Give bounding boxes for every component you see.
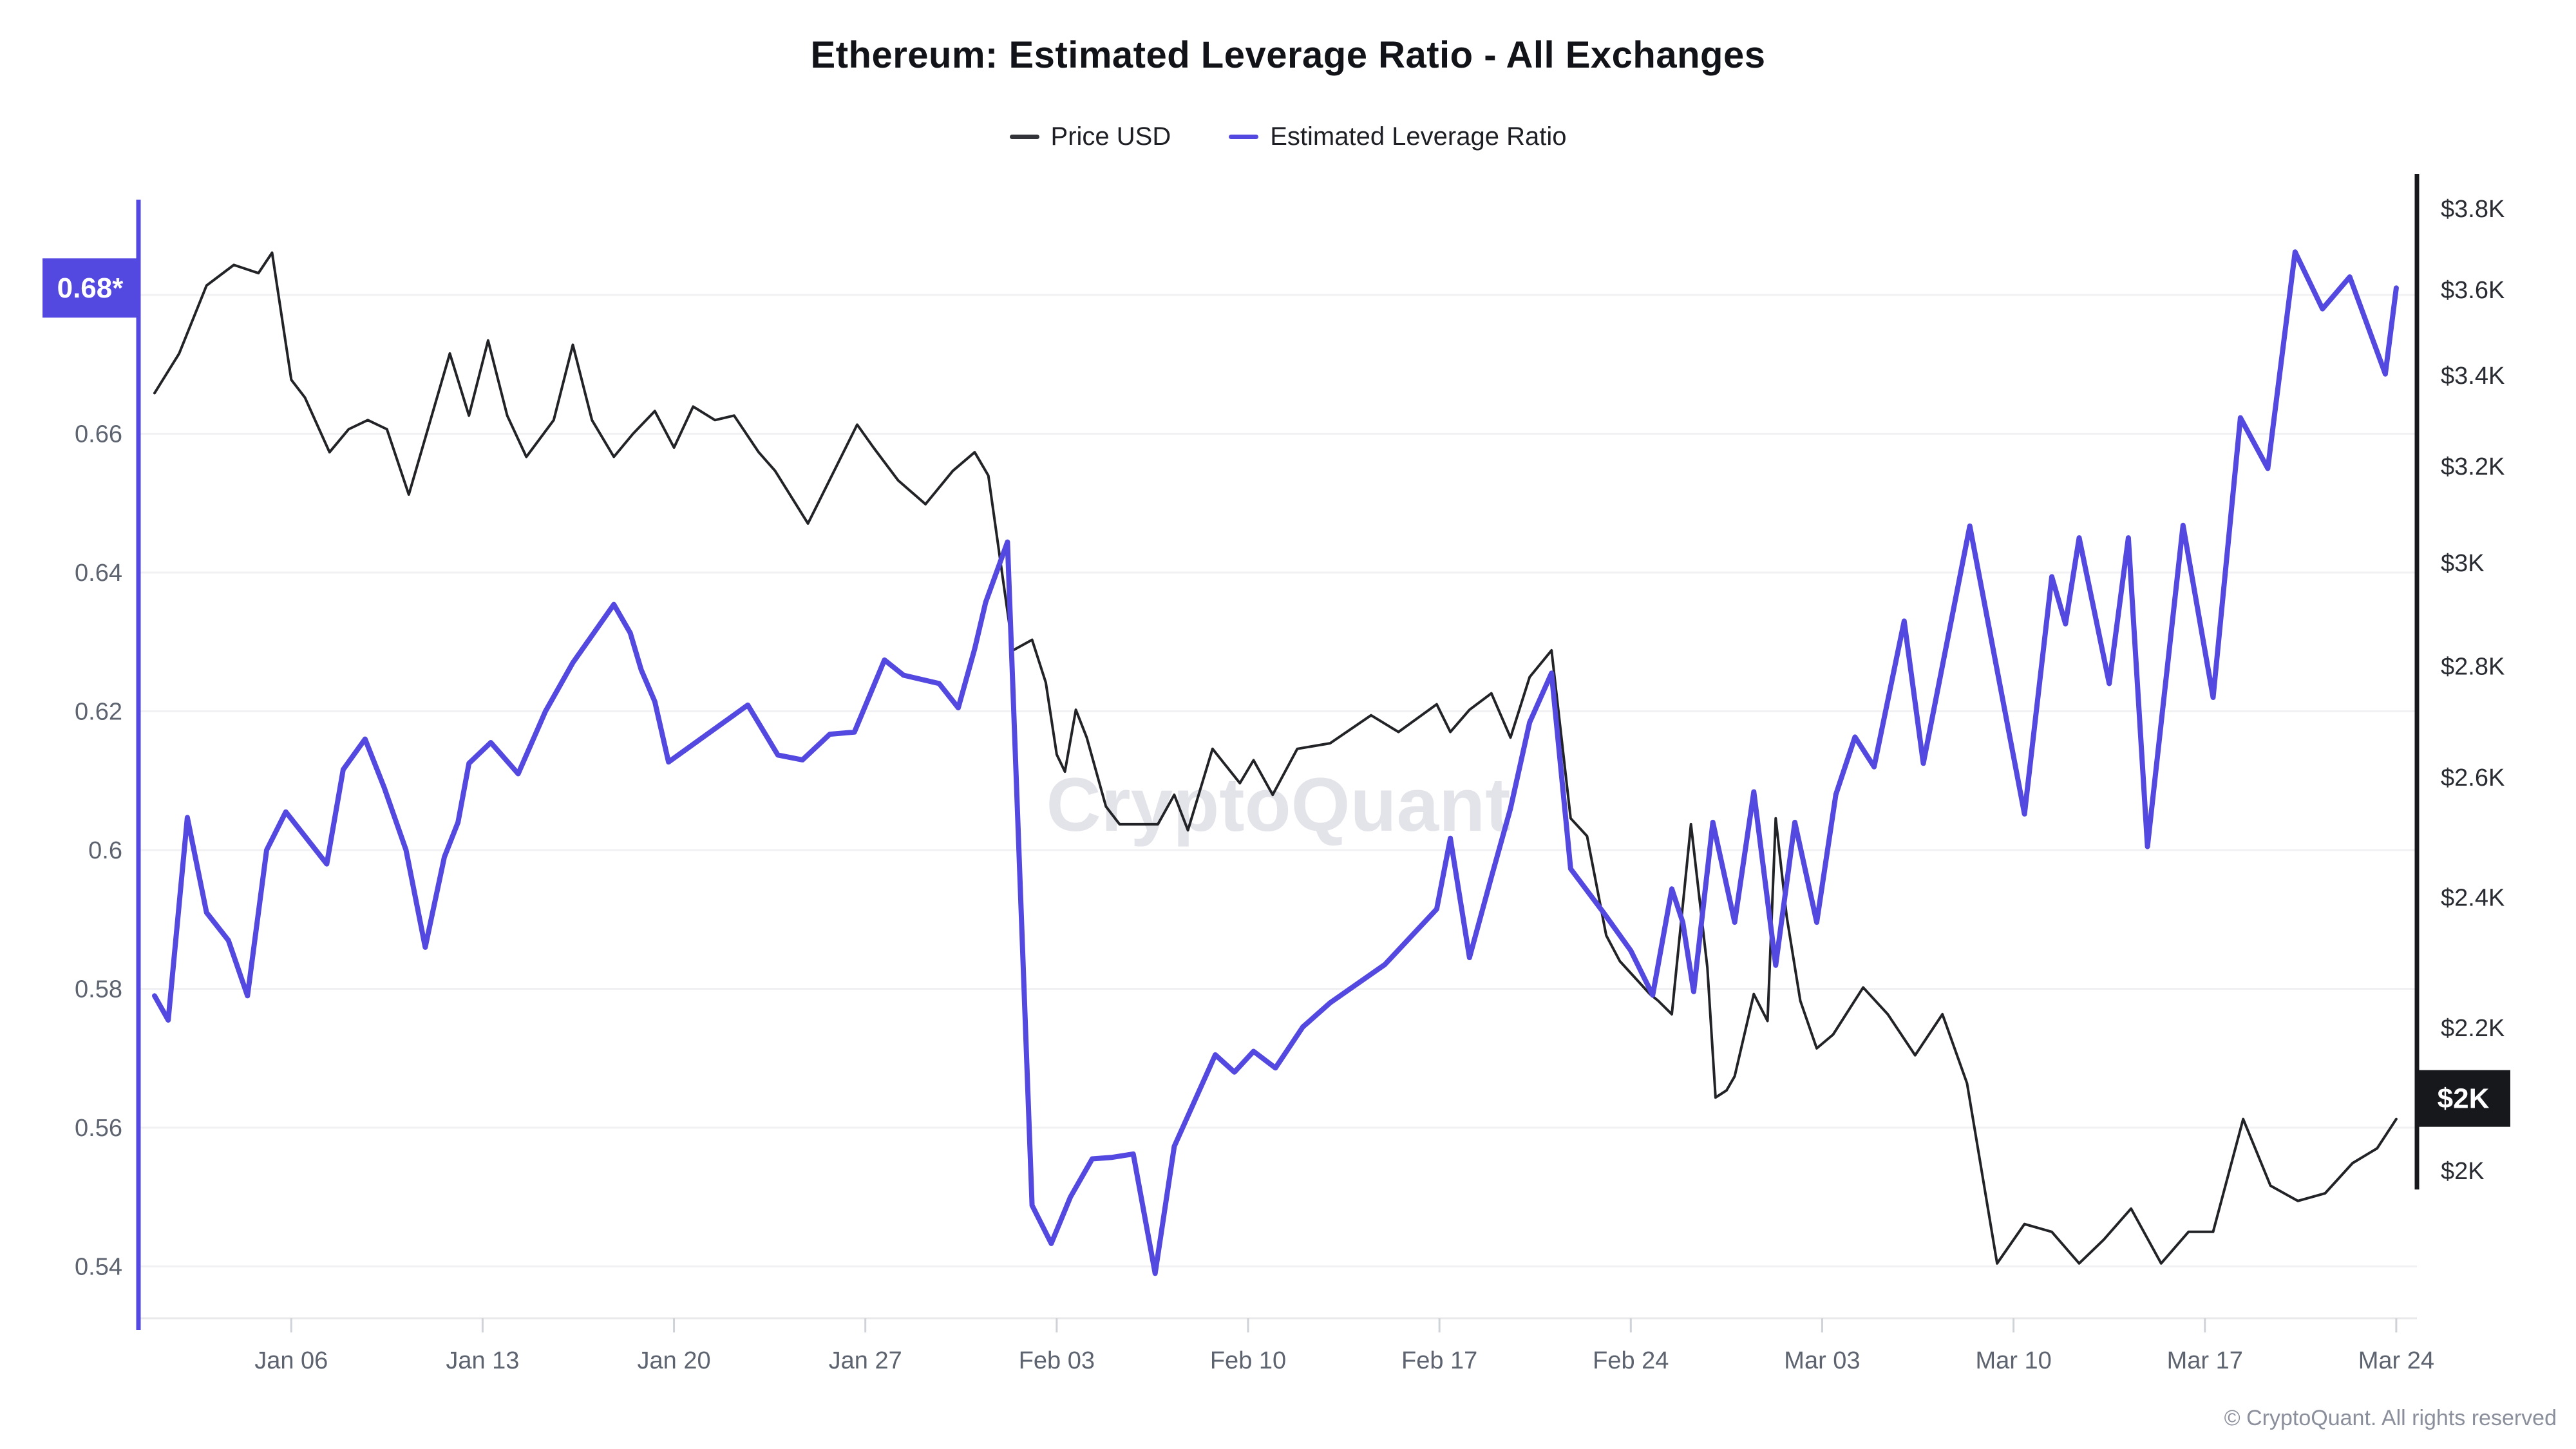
right-axis-tick-label: $3.8K xyxy=(2441,196,2505,223)
leverage-line-swatch-icon xyxy=(1229,135,1259,139)
right-axis-tick-label: $3.2K xyxy=(2441,453,2505,480)
left-axis-tick-label: 0.54 xyxy=(75,1254,122,1281)
legend-label-price: Price USD xyxy=(1050,122,1171,151)
x-axis-tick-label: Feb 17 xyxy=(1401,1347,1477,1374)
right-axis-tick-label: $2.8K xyxy=(2441,654,2505,681)
x-axis-tick-label: Jan 20 xyxy=(638,1347,711,1374)
x-axis-tick-label: Mar 17 xyxy=(2167,1347,2243,1374)
watermark-text: CryptoQuant xyxy=(1046,762,1510,848)
price-badge-text: $2K xyxy=(2438,1083,2490,1115)
leverage-line-series xyxy=(152,249,2399,1276)
x-axis-tick-label: Mar 24 xyxy=(2358,1347,2434,1374)
left-axis-tick-label: 0.56 xyxy=(75,1115,122,1142)
price-value-badge xyxy=(2417,1070,2510,1127)
right-axis-tick-label: $2.6K xyxy=(2441,764,2505,791)
right-axis-tick-label: $3.6K xyxy=(2441,277,2505,304)
x-axis-tick-label: Jan 13 xyxy=(446,1347,519,1374)
left-axis-tick-label: 0.66 xyxy=(75,421,122,448)
leverage-value-badge xyxy=(43,258,138,318)
leverage-badge-text: 0.68* xyxy=(57,272,124,304)
price-line-series xyxy=(153,251,2398,1265)
right-axis-tick-label: $2K xyxy=(2441,1158,2485,1185)
x-axis-tick-label: Feb 03 xyxy=(1019,1347,1095,1374)
chart-title: Ethereum: Estimated Leverage Ratio - All… xyxy=(810,34,1766,76)
right-axis-tick-label: $2.2K xyxy=(2441,1015,2505,1042)
price-line-swatch-icon xyxy=(1009,135,1039,139)
right-axis-tick-label: $3K xyxy=(2441,550,2485,577)
legend-item-leverage[interactable]: Estimated Leverage Ratio xyxy=(1229,122,1566,151)
left-axis-tick-label: 0.58 xyxy=(75,976,122,1003)
x-axis-tick-label: Mar 03 xyxy=(1784,1347,1860,1374)
x-axis-tick-label: Jan 27 xyxy=(829,1347,902,1374)
legend-label-leverage: Estimated Leverage Ratio xyxy=(1270,122,1567,151)
right-axis-tick-label: $3.4K xyxy=(2441,363,2505,390)
legend-item-price[interactable]: Price USD xyxy=(1009,122,1171,151)
x-axis-tick-label: Jan 06 xyxy=(254,1347,328,1374)
right-axis-tick-label: $2.4K xyxy=(2441,884,2505,911)
left-axis-tick-label: 0.64 xyxy=(75,560,122,587)
x-axis-tick-label: Mar 10 xyxy=(1975,1347,2051,1374)
left-axis-tick-label: 0.6 xyxy=(88,837,122,864)
x-axis-tick-label: Feb 24 xyxy=(1593,1347,1669,1374)
copyright-text: © CryptoQuant. All rights reserved xyxy=(2224,1406,2557,1430)
legend: Price USD Estimated Leverage Ratio xyxy=(0,122,2576,151)
x-axis-tick-label: Feb 10 xyxy=(1210,1347,1286,1374)
left-axis-tick-label: 0.62 xyxy=(75,699,122,726)
